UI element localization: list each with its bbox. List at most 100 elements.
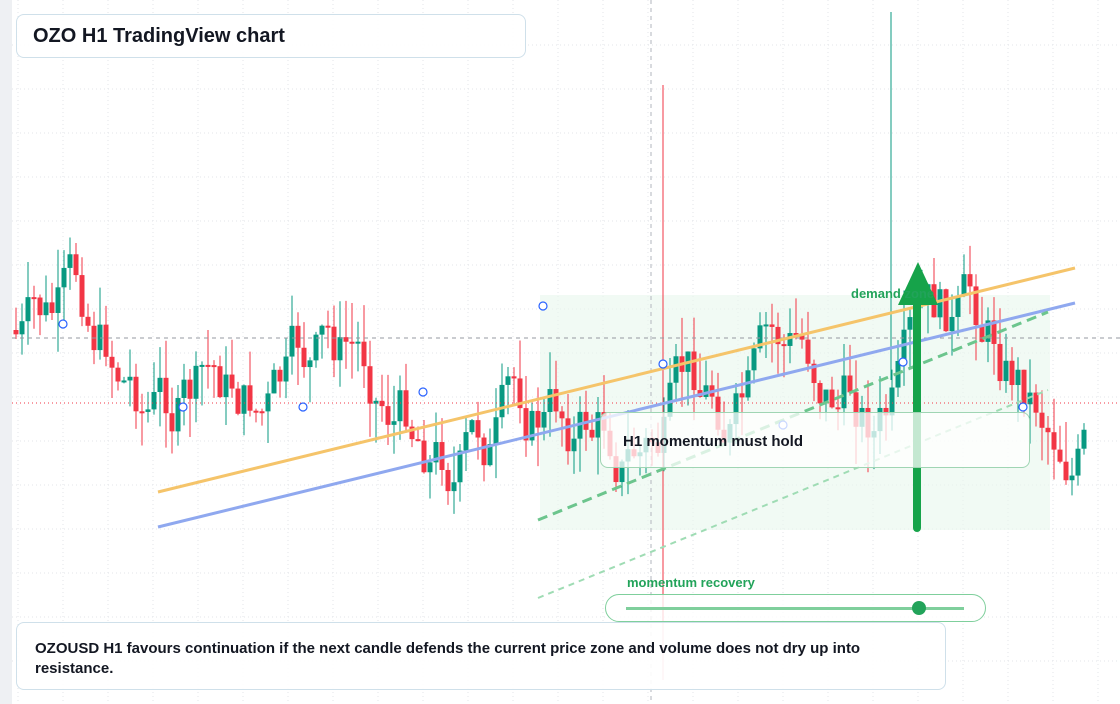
candle xyxy=(673,356,679,383)
candle xyxy=(277,369,283,382)
candle xyxy=(769,324,775,327)
candle xyxy=(949,316,955,332)
candle xyxy=(1057,449,1063,462)
candle xyxy=(499,384,505,418)
candle xyxy=(67,254,73,268)
candle xyxy=(667,382,673,417)
left-strip xyxy=(0,0,12,704)
candle xyxy=(79,275,85,317)
candle xyxy=(151,391,157,410)
candle xyxy=(997,343,1003,382)
candle xyxy=(943,289,949,332)
candle xyxy=(493,417,499,445)
candle xyxy=(1003,360,1009,382)
candle xyxy=(217,366,223,398)
candle xyxy=(457,450,463,483)
candle xyxy=(439,442,445,470)
candle xyxy=(241,385,247,414)
slider[interactable] xyxy=(605,594,986,622)
candle xyxy=(289,325,295,357)
candle xyxy=(205,364,211,367)
candle xyxy=(889,387,895,416)
candle xyxy=(1081,429,1087,449)
candle xyxy=(235,388,241,414)
candle xyxy=(181,379,187,398)
candle xyxy=(97,324,103,351)
candle xyxy=(193,365,199,399)
caption: OZOUSD H1 favours continuation if the ne… xyxy=(16,622,946,690)
trend xyxy=(157,266,1076,494)
candle xyxy=(49,302,55,313)
candle xyxy=(163,377,169,414)
candle xyxy=(349,341,355,344)
candle xyxy=(403,390,409,427)
candle xyxy=(829,389,835,408)
candle xyxy=(343,337,349,342)
callout: H1 momentum must hold xyxy=(600,412,1030,468)
candle xyxy=(445,469,451,492)
marker xyxy=(298,402,308,412)
candle xyxy=(451,482,457,492)
candle xyxy=(103,324,109,357)
candle xyxy=(961,274,967,296)
candle xyxy=(325,325,331,328)
candle xyxy=(595,412,601,438)
marker xyxy=(898,357,908,367)
candle xyxy=(259,411,265,414)
candle xyxy=(463,432,469,451)
candle xyxy=(817,383,823,404)
candle xyxy=(571,438,577,452)
candle xyxy=(691,351,697,391)
candle xyxy=(145,409,151,412)
candle xyxy=(847,375,853,393)
candle xyxy=(781,344,787,347)
arrow-head xyxy=(898,262,938,305)
candle xyxy=(511,376,517,379)
candle xyxy=(229,374,235,389)
candle xyxy=(1009,360,1015,386)
candle xyxy=(397,390,403,422)
candle xyxy=(907,317,913,330)
candle xyxy=(85,316,91,326)
candle xyxy=(367,366,373,404)
candle xyxy=(757,325,763,349)
candle xyxy=(295,325,301,348)
candle xyxy=(547,389,553,413)
candle xyxy=(313,334,319,361)
candle xyxy=(157,377,163,392)
candle xyxy=(991,320,997,344)
candle xyxy=(43,302,49,316)
candle xyxy=(835,407,841,410)
candle xyxy=(487,444,493,466)
candle xyxy=(133,376,139,412)
title: OZO H1 TradingView chart xyxy=(16,14,526,58)
candle xyxy=(979,325,985,342)
marker xyxy=(58,319,68,329)
candle xyxy=(19,321,25,335)
candle xyxy=(811,363,817,384)
candle xyxy=(823,389,829,404)
candle xyxy=(733,393,739,425)
candle xyxy=(883,407,889,416)
candle xyxy=(25,297,31,322)
candle xyxy=(535,410,541,428)
candle xyxy=(853,392,859,427)
slider-knob[interactable] xyxy=(912,601,926,615)
candle xyxy=(109,356,115,368)
candle xyxy=(1069,475,1075,481)
candle xyxy=(379,400,385,407)
candle xyxy=(391,421,397,425)
zone-label: demand zone xyxy=(851,286,935,301)
candle xyxy=(703,385,709,397)
candle xyxy=(1045,427,1051,433)
candle xyxy=(385,406,391,425)
candle xyxy=(1051,432,1057,450)
candle xyxy=(433,442,439,463)
candle xyxy=(187,379,193,399)
candle xyxy=(121,380,127,383)
candle xyxy=(37,297,43,316)
marker xyxy=(178,402,188,412)
candle xyxy=(1063,461,1069,481)
candle xyxy=(301,347,307,368)
